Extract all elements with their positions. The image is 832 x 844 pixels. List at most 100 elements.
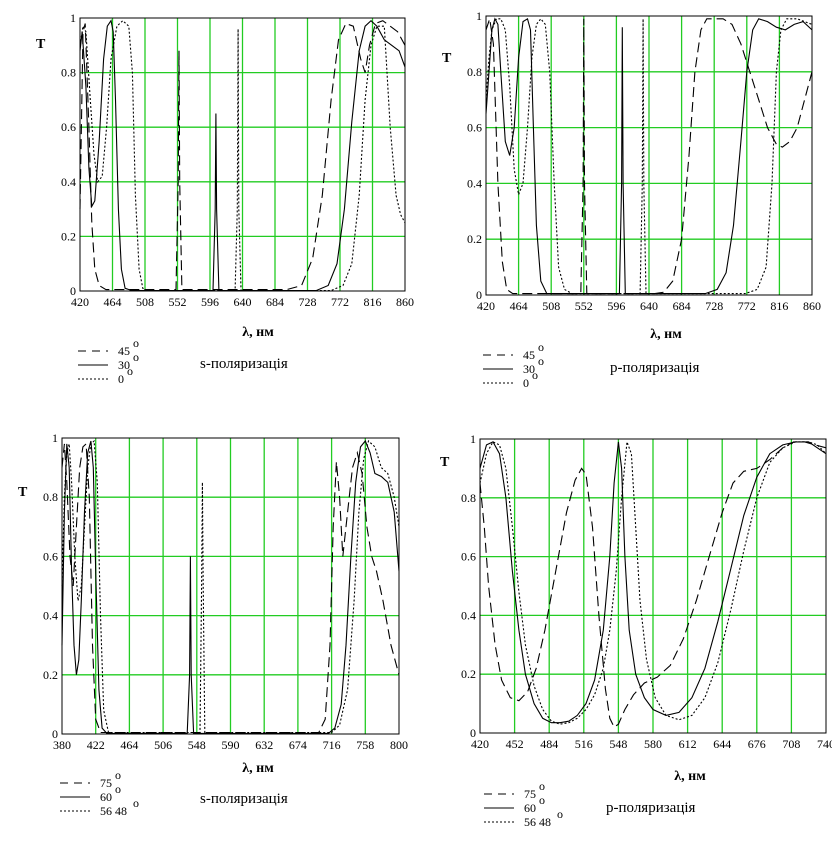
degree-sign: o bbox=[538, 340, 544, 354]
y-tick-label: 0.8 bbox=[461, 491, 476, 505]
series-line-solid bbox=[61, 439, 400, 734]
chart-panel-1: 420 464 508 552 596 640 684 728 772 816 860 0 0.2 0.4… bbox=[36, 11, 414, 386]
polarization-caption: s-поляризація bbox=[200, 356, 288, 372]
x-tick-label: 580 bbox=[644, 737, 662, 751]
polarization-caption: p-поляризація bbox=[610, 360, 700, 376]
x-tick-label: 758 bbox=[356, 738, 374, 752]
x-tick-label: 590 bbox=[222, 738, 240, 752]
x-tick-label: 800 bbox=[390, 738, 408, 752]
y-tick-label: 0.8 bbox=[61, 66, 76, 80]
x-tick-label: 464 bbox=[510, 299, 528, 313]
polarization-caption: s-поляризація bbox=[200, 791, 288, 807]
x-tick-label: 816 bbox=[364, 295, 382, 309]
chart-panel-4: 420 452 484 516 548 580 612 644 676 708 740 0 0.2 0.4… bbox=[440, 432, 832, 829]
x-tick-label: 740 bbox=[817, 737, 832, 751]
degree-sign: o bbox=[539, 793, 545, 807]
x-axis-label: λ, нм bbox=[650, 327, 682, 342]
x-tick-label: 640 bbox=[234, 295, 252, 309]
x-tick-label: 420 bbox=[477, 299, 495, 313]
legend-label: 75 bbox=[524, 787, 536, 801]
x-tick-label: 632 bbox=[255, 738, 273, 752]
series-line-dashed bbox=[479, 441, 827, 728]
x-tick-label: 644 bbox=[713, 737, 731, 751]
series-line-dotted bbox=[61, 439, 400, 734]
series-line-solid bbox=[485, 17, 813, 295]
y-tick-label: 0.2 bbox=[461, 667, 476, 681]
degree-sign: o bbox=[133, 350, 139, 364]
legend-label: 75 bbox=[100, 776, 112, 790]
x-tick-label: 596 bbox=[607, 299, 625, 313]
y-tick-label: 0 bbox=[470, 726, 476, 740]
legend-label: 0 bbox=[118, 372, 124, 386]
x-tick-label: 728 bbox=[705, 299, 723, 313]
x-tick-label: 676 bbox=[748, 737, 766, 751]
legend-label: 60 bbox=[100, 790, 112, 804]
y-tick-label: 0.2 bbox=[467, 232, 482, 246]
x-tick-label: 612 bbox=[679, 737, 697, 751]
y-tick-label: 0.6 bbox=[43, 549, 58, 563]
legend-label: 56 48 bbox=[100, 804, 127, 818]
y-tick-label: 0.6 bbox=[61, 120, 76, 134]
y-tick-label: 1 bbox=[476, 9, 482, 23]
x-tick-label: 508 bbox=[136, 295, 154, 309]
x-tick-label: 708 bbox=[782, 737, 800, 751]
y-tick-label: 0.6 bbox=[467, 121, 482, 135]
y-tick-label: 1 bbox=[470, 432, 476, 446]
x-tick-label: 548 bbox=[609, 737, 627, 751]
y-tick-label: 1 bbox=[52, 431, 58, 445]
chart-panel-3: 380 422 464 506 548 590 632 674 716 758 800 0 0.2 0.4… bbox=[18, 431, 408, 818]
x-axis-label: λ, нм bbox=[242, 761, 274, 776]
polarization-caption: p-поляризація bbox=[606, 800, 696, 816]
x-tick-label: 420 bbox=[71, 295, 89, 309]
x-tick-label: 484 bbox=[540, 737, 558, 751]
series-line-dashed bbox=[61, 442, 400, 734]
plot-frame bbox=[485, 15, 813, 296]
y-tick-label: 0.4 bbox=[461, 608, 476, 622]
y-tick-label: 0.2 bbox=[61, 229, 76, 243]
series-line-dotted bbox=[79, 19, 406, 292]
degree-sign: o bbox=[133, 796, 139, 810]
degree-sign: o bbox=[133, 336, 139, 350]
x-tick-label: 552 bbox=[575, 299, 593, 313]
x-tick-label: 422 bbox=[87, 738, 105, 752]
series-line-dotted bbox=[479, 441, 827, 725]
degree-sign: o bbox=[115, 768, 121, 782]
x-tick-label: 772 bbox=[331, 295, 349, 309]
x-tick-label: 860 bbox=[396, 295, 414, 309]
degree-sign: o bbox=[538, 354, 544, 368]
degree-sign: o bbox=[539, 779, 545, 793]
degree-sign: o bbox=[532, 368, 538, 382]
y-tick-label: 0.4 bbox=[43, 609, 58, 623]
plot-frame bbox=[479, 438, 827, 734]
x-tick-label: 420 bbox=[471, 737, 489, 751]
legend-label: 45 bbox=[118, 344, 130, 358]
series-line-dotted bbox=[485, 17, 813, 295]
y-tick-label: 0.2 bbox=[43, 668, 58, 682]
x-tick-label: 772 bbox=[738, 299, 756, 313]
x-tick-label: 684 bbox=[673, 299, 691, 313]
x-tick-label: 464 bbox=[120, 738, 138, 752]
x-tick-label: 506 bbox=[154, 738, 172, 752]
x-tick-label: 516 bbox=[575, 737, 593, 751]
x-tick-label: 596 bbox=[201, 295, 219, 309]
x-tick-label: 674 bbox=[289, 738, 307, 752]
y-tick-label: 0 bbox=[70, 284, 76, 298]
y-tick-label: 0.8 bbox=[467, 65, 482, 79]
y-tick-label: 0.8 bbox=[43, 490, 58, 504]
legend-label: 0 bbox=[523, 376, 529, 390]
y-tick-label: 1 bbox=[70, 11, 76, 25]
legend-label: 60 bbox=[524, 801, 536, 815]
x-tick-label: 684 bbox=[266, 295, 284, 309]
y-tick-label: 0.4 bbox=[467, 176, 482, 190]
y-tick-label: 0 bbox=[52, 727, 58, 741]
y-axis-label: T bbox=[36, 37, 46, 52]
x-tick-label: 716 bbox=[323, 738, 341, 752]
x-tick-label: 552 bbox=[169, 295, 187, 309]
legend-label: 56 48 bbox=[524, 815, 551, 829]
x-tick-label: 452 bbox=[506, 737, 524, 751]
